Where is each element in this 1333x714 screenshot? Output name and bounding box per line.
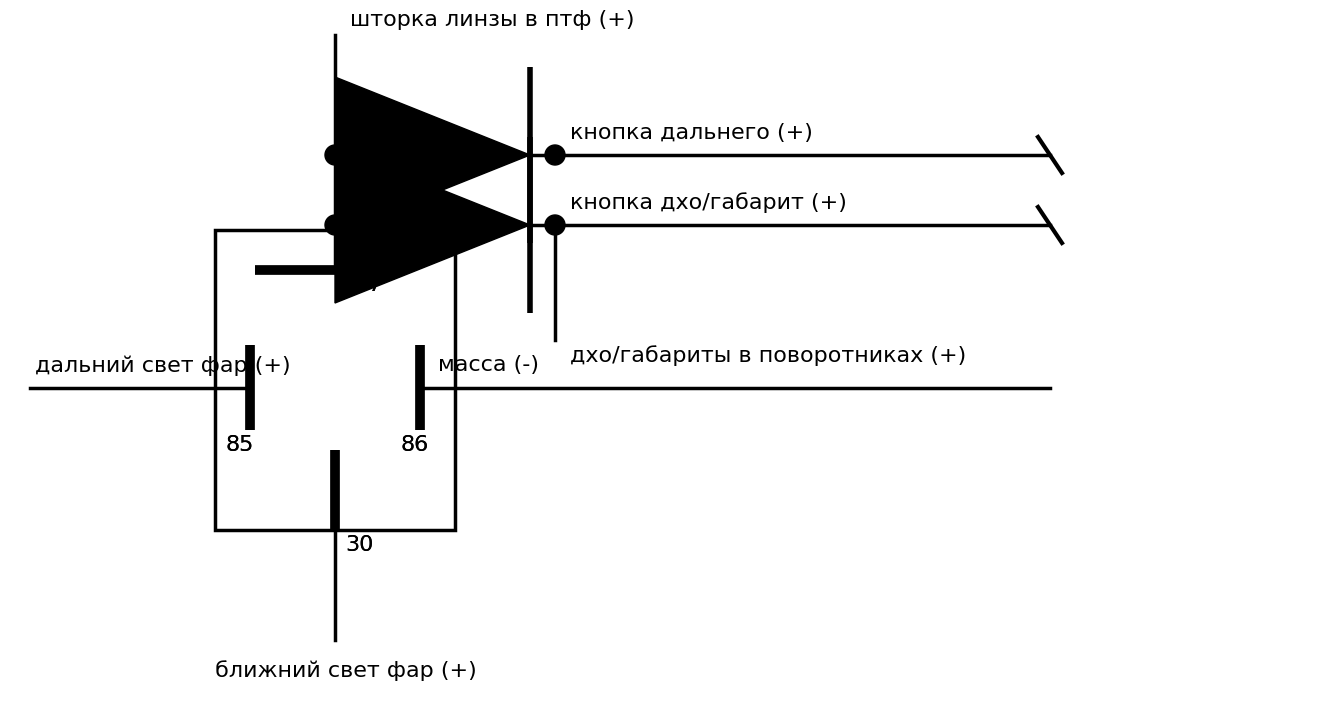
Polygon shape [335,147,531,303]
Circle shape [325,215,345,235]
Text: дхо/габариты в поворотниках (+): дхо/габариты в поворотниках (+) [571,345,966,366]
Text: 87: 87 [355,275,384,295]
Polygon shape [335,77,531,233]
Text: 86: 86 [401,435,429,455]
Text: кнопка дхо/габарит (+): кнопка дхо/габарит (+) [571,192,846,213]
Text: масса (-): масса (-) [439,356,539,376]
Circle shape [325,145,345,165]
Text: 30: 30 [345,535,373,555]
Text: 87: 87 [355,275,384,295]
Text: шторка линзы в птф (+): шторка линзы в птф (+) [351,10,635,30]
Circle shape [545,145,565,165]
Circle shape [545,215,565,235]
Text: 85: 85 [225,435,255,455]
Text: 30: 30 [345,535,373,555]
Text: ближний свет фар (+): ближний свет фар (+) [215,660,477,681]
Text: кнопка дальнего (+): кнопка дальнего (+) [571,123,813,143]
Text: 85: 85 [225,435,255,455]
Bar [215,230,455,530]
Text: 86: 86 [401,435,429,455]
Text: дальний свет фар (+): дальний свет фар (+) [35,355,291,376]
